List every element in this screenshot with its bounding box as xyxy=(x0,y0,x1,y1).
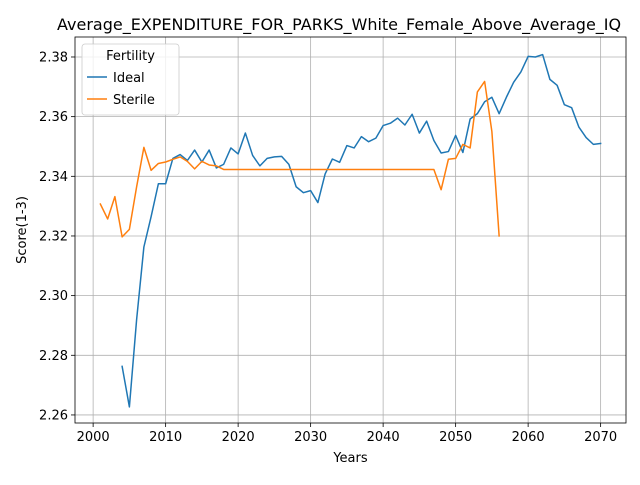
chart-title: Average_EXPENDITURE_FOR_PARKS_White_Fema… xyxy=(57,15,621,35)
y-tick-label: 2.36 xyxy=(39,110,68,125)
x-axis-label: Years xyxy=(332,451,368,466)
x-tick-label: 2010 xyxy=(149,430,182,445)
legend-title: Fertility xyxy=(106,49,155,64)
series-line-sterile xyxy=(99,80,500,238)
x-tick-label: 2040 xyxy=(367,430,400,445)
gridlines xyxy=(75,37,626,423)
legend-label-sterile: Sterile xyxy=(113,93,155,108)
x-axis-ticks: 2000 2010 2020 2030 2040 2050 2060 2070 xyxy=(77,423,617,445)
x-tick-label: 2030 xyxy=(294,430,327,445)
y-tick-label: 2.26 xyxy=(39,408,68,423)
y-tick-label: 2.34 xyxy=(39,170,68,185)
x-tick-label: 2020 xyxy=(222,430,255,445)
x-tick-label: 2000 xyxy=(77,430,110,445)
y-axis-ticks: 2.26 2.28 2.30 2.32 2.34 2.36 2.38 xyxy=(39,50,75,423)
data-series xyxy=(99,53,602,408)
y-tick-label: 2.32 xyxy=(39,229,68,244)
y-tick-label: 2.28 xyxy=(39,349,68,364)
legend-label-ideal: Ideal xyxy=(113,71,145,86)
x-tick-label: 2060 xyxy=(512,430,545,445)
plot-frame xyxy=(74,36,627,424)
y-axis-label: Score(1-3) xyxy=(15,196,30,264)
y-tick-label: 2.30 xyxy=(39,289,68,304)
x-tick-label: 2050 xyxy=(439,430,472,445)
y-tick-label: 2.38 xyxy=(39,50,68,65)
legend-box xyxy=(81,43,180,116)
legend: Fertility Ideal Sterile xyxy=(81,43,180,116)
x-tick-label: 2070 xyxy=(584,430,617,445)
